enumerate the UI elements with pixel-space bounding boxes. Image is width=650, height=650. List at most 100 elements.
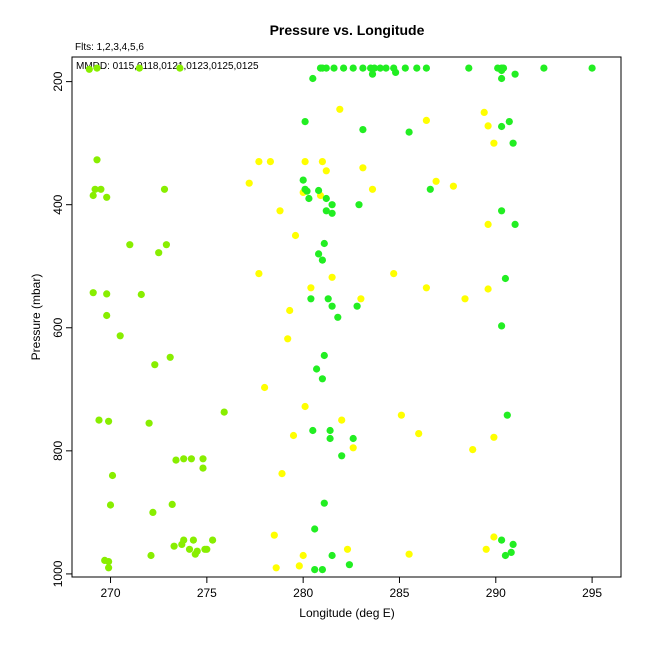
data-point <box>220 408 228 416</box>
data-point <box>301 118 309 126</box>
data-point <box>405 550 413 558</box>
data-point <box>318 256 326 264</box>
data-point <box>509 139 517 147</box>
plot-frame <box>71 56 622 578</box>
data-point <box>266 158 274 166</box>
data-point <box>376 64 384 72</box>
data-point <box>108 471 117 480</box>
data-point <box>498 74 506 83</box>
y-tick-label: 200 <box>51 71 65 91</box>
data-point <box>322 64 330 72</box>
flights-annotation: Flts: 1,2,3,4,5,6 <box>75 42 144 53</box>
data-point <box>135 64 143 72</box>
data-point <box>307 284 315 292</box>
data-point <box>89 191 97 200</box>
data-point <box>309 426 317 435</box>
y-tick-label: 800 <box>51 441 65 461</box>
data-point <box>95 416 103 424</box>
data-point <box>501 274 509 283</box>
data-point <box>401 64 409 72</box>
data-point <box>318 158 326 166</box>
data-point <box>116 332 124 340</box>
data-point <box>106 501 115 509</box>
data-point <box>370 64 378 72</box>
data-point <box>490 433 498 441</box>
data-point <box>349 434 357 443</box>
y-axis-label: Pressure (mbar) <box>29 274 43 361</box>
data-point <box>328 302 336 310</box>
data-point <box>315 250 323 258</box>
data-point <box>176 64 184 72</box>
data-point <box>490 139 498 147</box>
data-point <box>305 194 313 203</box>
data-point <box>355 201 363 209</box>
data-point <box>413 64 421 72</box>
data-point <box>322 207 330 215</box>
x-tick-label: 270 <box>101 586 121 600</box>
data-point <box>390 270 398 278</box>
data-point <box>469 446 477 454</box>
data-point <box>149 508 157 516</box>
data-point <box>315 186 323 195</box>
data-point <box>465 64 473 72</box>
data-point <box>480 108 488 116</box>
data-point <box>359 64 367 72</box>
data-point <box>415 430 423 438</box>
x-tick-label: 290 <box>486 586 506 600</box>
data-point <box>328 551 336 560</box>
data-point <box>328 273 336 281</box>
data-point <box>461 295 469 303</box>
data-point <box>318 375 326 383</box>
data-point <box>449 182 457 190</box>
data-point <box>320 351 328 360</box>
data-point <box>313 365 321 373</box>
data-point <box>307 295 315 303</box>
data-point <box>299 551 307 560</box>
data-point <box>291 231 300 240</box>
data-point <box>343 545 352 553</box>
data-point <box>338 452 346 460</box>
data-point <box>93 156 101 164</box>
data-point <box>137 290 145 299</box>
x-tick-label: 285 <box>389 586 409 600</box>
data-point <box>103 290 111 298</box>
data-point <box>199 455 207 463</box>
data-point <box>498 536 506 544</box>
data-point <box>511 70 519 78</box>
data-point <box>105 558 113 566</box>
data-point <box>255 158 263 166</box>
data-point <box>501 551 509 560</box>
data-point <box>191 550 199 558</box>
data-point <box>509 540 517 549</box>
data-point <box>482 545 490 553</box>
data-point <box>498 322 506 330</box>
data-point <box>505 118 513 126</box>
data-point <box>484 285 492 293</box>
data-point <box>368 70 377 78</box>
x-tick-label: 280 <box>293 586 313 600</box>
data-point <box>203 545 211 553</box>
data-point <box>426 185 434 193</box>
data-point <box>392 68 400 76</box>
data-point <box>245 179 253 187</box>
data-point <box>326 434 334 443</box>
data-point <box>105 417 113 425</box>
data-point <box>511 220 519 228</box>
data-point <box>498 122 506 131</box>
points-layer <box>85 64 596 574</box>
data-point <box>166 353 174 361</box>
data-point <box>89 289 97 297</box>
data-point <box>330 64 338 72</box>
y-axis: 200 400 600 800 1000 <box>51 71 73 587</box>
data-point <box>105 564 113 572</box>
data-point <box>397 411 405 419</box>
data-point <box>359 126 367 134</box>
data-point <box>303 187 311 195</box>
data-point <box>91 185 99 193</box>
data-point <box>338 416 346 424</box>
data-point <box>187 455 195 463</box>
data-point <box>299 176 307 184</box>
data-point <box>334 313 342 321</box>
data-point <box>147 551 155 560</box>
